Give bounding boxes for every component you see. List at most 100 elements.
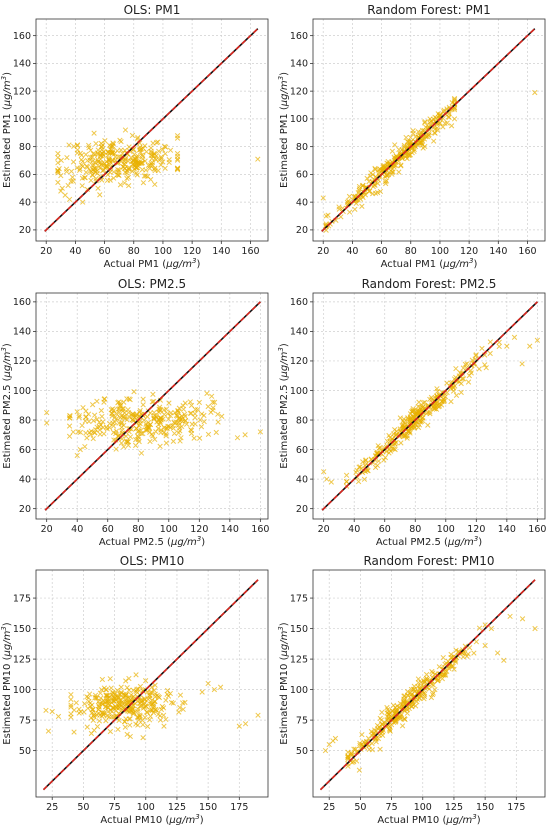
- x-tick-label: 175: [507, 802, 525, 813]
- data-point: [406, 151, 412, 157]
- data-point: [189, 421, 195, 427]
- data-point: [75, 429, 81, 435]
- axes-frame: [35, 292, 269, 520]
- y-axis-label: Estimated PM2.5 (μg/m3): [0, 343, 13, 469]
- data-point: [115, 726, 121, 733]
- data-point: [487, 339, 494, 345]
- data-point: [344, 199, 351, 205]
- chart-title: OLS: PM10: [120, 554, 184, 568]
- data-point: [151, 151, 158, 157]
- y-axis-label-close: ): [279, 343, 290, 347]
- scatter-points: [44, 389, 264, 459]
- x-tick-label: 100: [160, 524, 178, 535]
- data-point: [126, 716, 132, 722]
- data-point: [119, 427, 125, 434]
- data-point: [157, 443, 163, 449]
- y-tick-label: 50: [296, 746, 308, 757]
- data-point: [413, 140, 419, 146]
- data-point: [133, 437, 139, 443]
- data-point: [448, 398, 454, 405]
- data-point: [55, 170, 61, 176]
- x-tick-label: 150: [476, 802, 494, 813]
- data-point: [123, 678, 129, 684]
- y-tick-label: 20: [296, 225, 308, 236]
- y-tick-label: 80: [19, 415, 31, 426]
- x-axis-label: Actual PM2.5 (μg/m3): [376, 535, 482, 548]
- data-point: [136, 423, 142, 429]
- data-point: [197, 417, 203, 423]
- data-point: [100, 168, 106, 174]
- data-point: [534, 337, 541, 343]
- data-point: [360, 194, 366, 201]
- data-point: [405, 418, 412, 424]
- data-point: [359, 469, 366, 476]
- data-point: [373, 174, 380, 181]
- data-point: [332, 735, 339, 742]
- data-point: [360, 459, 366, 465]
- data-point: [476, 366, 482, 372]
- data-point: [123, 692, 129, 698]
- data-point: [476, 625, 483, 631]
- data-point: [355, 478, 362, 485]
- data-point: [367, 173, 373, 179]
- x-axis-label-exponent: 3: [195, 813, 199, 821]
- x-tick-label: 50: [77, 802, 89, 813]
- y-tick-label: 40: [19, 197, 31, 208]
- data-point: [163, 433, 169, 439]
- data-point: [532, 625, 538, 632]
- data-point: [451, 666, 457, 672]
- data-point: [109, 410, 115, 417]
- data-point: [434, 127, 441, 133]
- data-point: [142, 696, 148, 703]
- x-tick-label: 20: [318, 524, 330, 535]
- data-point: [458, 389, 464, 396]
- data-point: [77, 166, 83, 172]
- x-tick-label: 75: [109, 802, 121, 813]
- data-point: [439, 676, 445, 682]
- data-point: [359, 203, 365, 209]
- data-point: [124, 684, 130, 691]
- data-point: [163, 425, 169, 431]
- data-point: [527, 343, 533, 349]
- data-point: [386, 450, 392, 456]
- y-tick-label: 20: [296, 504, 308, 515]
- data-point: [365, 735, 372, 741]
- x-tick-label: 125: [168, 802, 186, 813]
- data-point: [100, 710, 106, 716]
- y-tick-label: 100: [13, 114, 31, 125]
- x-tick-label: 80: [409, 524, 421, 535]
- data-point: [162, 151, 168, 157]
- data-point: [117, 182, 124, 188]
- data-point: [106, 155, 112, 162]
- data-point: [113, 411, 119, 417]
- data-point: [507, 613, 513, 620]
- data-point: [74, 452, 80, 459]
- data-point: [148, 701, 155, 708]
- data-point: [120, 694, 126, 701]
- data-point: [159, 703, 166, 710]
- x-axis-label-text: Actual PM10 (: [100, 815, 169, 826]
- data-point: [448, 123, 455, 129]
- y-tick-label: 175: [13, 593, 31, 604]
- y-tick-label: 140: [13, 327, 31, 338]
- data-point: [145, 424, 151, 431]
- y-axis-label-exponent: 3: [0, 626, 8, 630]
- data-point: [511, 334, 518, 340]
- data-point: [155, 139, 161, 145]
- data-point: [84, 435, 90, 441]
- data-point: [153, 413, 159, 419]
- data-point: [152, 165, 158, 171]
- x-tick-label: 140: [498, 524, 516, 535]
- data-point: [76, 710, 82, 716]
- data-point: [125, 166, 132, 172]
- axes-frame: [312, 569, 546, 798]
- data-point: [86, 142, 92, 149]
- data-point: [429, 691, 436, 698]
- data-point: [152, 682, 158, 688]
- data-point: [80, 199, 86, 205]
- grid: [313, 19, 545, 241]
- data-point: [471, 650, 477, 656]
- data-point: [177, 428, 183, 434]
- data-point: [187, 399, 193, 405]
- x-tick-label: 20: [40, 246, 52, 257]
